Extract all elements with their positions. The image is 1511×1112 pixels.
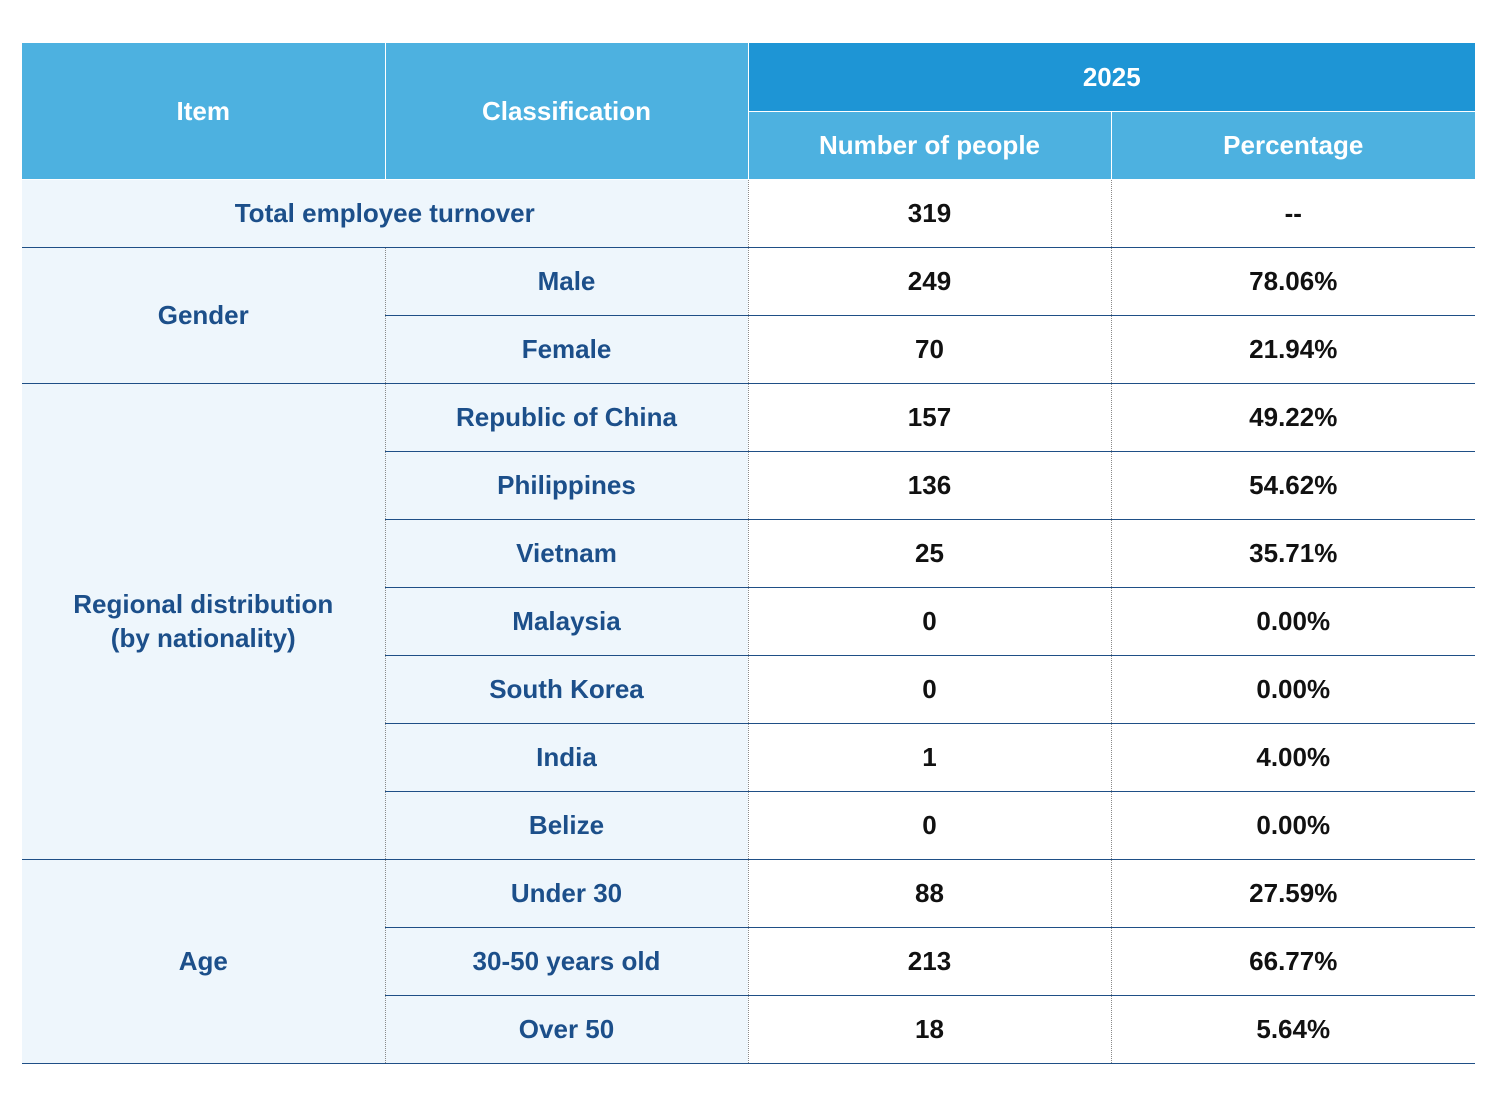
total-label: Total employee turnover [22,179,749,248]
classification-cell: Vietnam [385,519,749,588]
age-label: Age [22,859,386,1064]
table-row: Total employee turnover 319 -- [22,179,1475,248]
table-row: Belize 0 0.00% [22,791,1475,860]
percentage-cell: 4.00% [1111,723,1475,792]
percentage-cell: 78.06% [1111,247,1475,316]
percentage-cell: 21.94% [1111,315,1475,384]
percentage-cell: 66.77% [1111,927,1475,996]
classification-cell: South Korea [385,655,749,724]
classification-cell: Republic of China [385,383,749,452]
percentage-cell: 0.00% [1111,791,1475,860]
table-row: Age Under 30 88 27.59% [22,859,1475,1064]
percentage-cell: 0.00% [1111,587,1475,656]
table-row: Philippines 136 54.62% [22,451,1475,520]
header-percentage: Percentage [1111,111,1475,180]
table-row: Vietnam 25 35.71% [22,519,1475,588]
number-cell: 213 [748,927,1112,996]
header-classification: Classification [385,43,749,180]
table-body: Total employee turnover 319 -- Gender Ma… [22,179,1475,1064]
number-cell: 0 [748,587,1112,656]
table-row: Female 70 21.94% [22,315,1475,384]
region-label: Regional distribution (by nationality) [22,383,386,860]
classification-cell: India [385,723,749,792]
total-number: 319 [748,179,1112,248]
header-number-of-people: Number of people [748,111,1112,180]
number-cell: 249 [748,247,1112,316]
gender-label: Gender [22,247,386,384]
percentage-cell: 27.59% [1111,859,1475,928]
percentage-cell: 54.62% [1111,451,1475,520]
classification-cell: Over 50 [385,995,749,1064]
table-row: India 1 4.00% [22,723,1475,792]
region-label-line2: (by nationality) [110,623,296,653]
percentage-cell: 5.64% [1111,995,1475,1064]
total-percentage: -- [1111,179,1475,248]
classification-cell: Female [385,315,749,384]
table-row: Gender Male 249 78.06% [22,247,1475,384]
number-cell: 88 [748,859,1112,928]
classification-cell: Philippines [385,451,749,520]
percentage-cell: 49.22% [1111,383,1475,452]
classification-cell: Male [385,247,749,316]
table-row: 30-50 years old 213 66.77% [22,927,1475,996]
table-header: Item Classification 2025 Number of peopl… [22,43,1475,180]
number-cell: 0 [748,655,1112,724]
table-row: Malaysia 0 0.00% [22,587,1475,656]
number-cell: 25 [748,519,1112,588]
classification-cell: Under 30 [385,859,749,928]
table-row: Regional distribution (by nationality) R… [22,383,1475,860]
classification-cell: Belize [385,791,749,860]
percentage-cell: 35.71% [1111,519,1475,588]
table-row: Over 50 18 5.64% [22,995,1475,1064]
number-cell: 70 [748,315,1112,384]
number-cell: 1 [748,723,1112,792]
turnover-table: Item Classification 2025 Number of peopl… [22,43,1475,1064]
region-label-line1: Regional distribution [73,589,334,619]
classification-cell: 30-50 years old [385,927,749,996]
number-cell: 136 [748,451,1112,520]
number-cell: 18 [748,995,1112,1064]
percentage-cell: 0.00% [1111,655,1475,724]
number-cell: 0 [748,791,1112,860]
table-row: South Korea 0 0.00% [22,655,1475,724]
header-year: 2025 [748,43,1475,112]
number-cell: 157 [748,383,1112,452]
header-item: Item [22,43,386,180]
classification-cell: Malaysia [385,587,749,656]
